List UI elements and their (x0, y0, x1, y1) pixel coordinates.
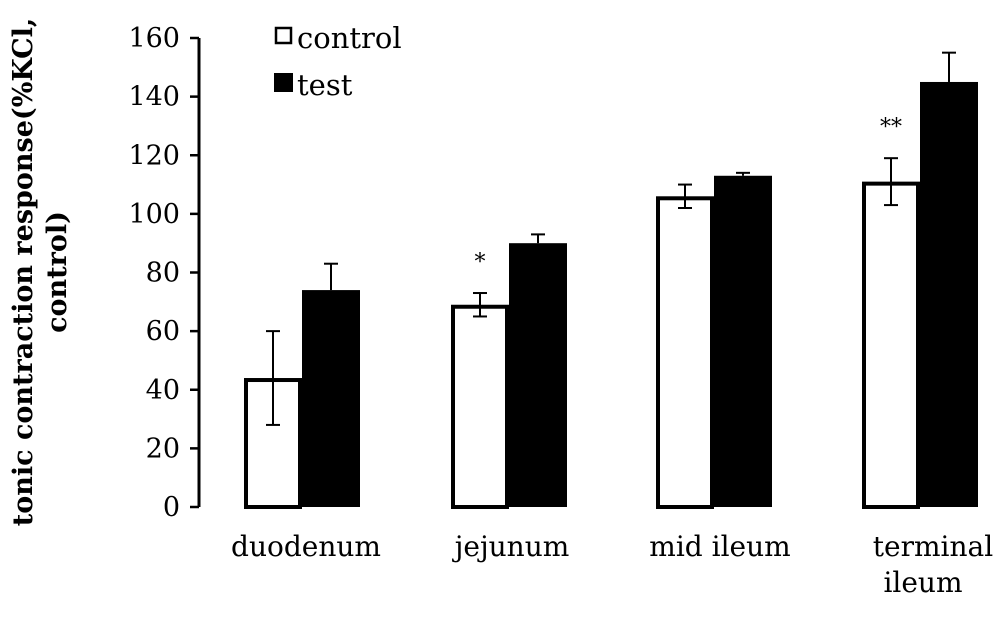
y-tick-label: 40 (146, 375, 180, 406)
significance-marker: ** (880, 115, 902, 140)
x-tick-label: jejunum (452, 530, 570, 563)
bar-control (656, 196, 714, 509)
bar-test (714, 175, 772, 508)
y-axis-title: tonic contraction response(%KCl, control… (8, 18, 73, 527)
x-tick-label: ileum (883, 566, 962, 599)
x-tick-label: mid ileum (649, 530, 790, 563)
x-tick-label: terminal (873, 530, 993, 563)
bar-control (451, 304, 509, 509)
legend-label-test: test (297, 68, 353, 102)
bar-test (920, 81, 978, 507)
bar-control (862, 181, 920, 509)
y-tick-label: 120 (128, 140, 180, 171)
y-tick-label: 20 (146, 433, 180, 464)
bar-test (509, 243, 567, 507)
y-tick-label: 140 (128, 82, 180, 113)
y-tick-label: 100 (128, 199, 180, 230)
x-tick-label: duodenum (231, 530, 381, 563)
y-tick-label: 0 (163, 492, 180, 523)
y-axis-title-line-1: tonic contraction response(%KCl, (8, 18, 39, 527)
bars: *** (244, 51, 978, 509)
y-tick-label: 160 (128, 23, 180, 54)
y-tick-label: 80 (146, 258, 180, 289)
y-axis-title-line-2: control) (42, 211, 73, 333)
significance-marker: * (475, 250, 486, 275)
bar-test (302, 290, 360, 507)
legend-swatch-control (274, 26, 293, 45)
legend-swatch-test (274, 73, 293, 92)
y-axis-ticks: 0 20 40 60 80 100 120 140 160 (128, 23, 199, 523)
y-tick-label: 60 (146, 316, 180, 347)
legend-label-control: control (297, 21, 402, 55)
legend: control test (274, 21, 402, 102)
